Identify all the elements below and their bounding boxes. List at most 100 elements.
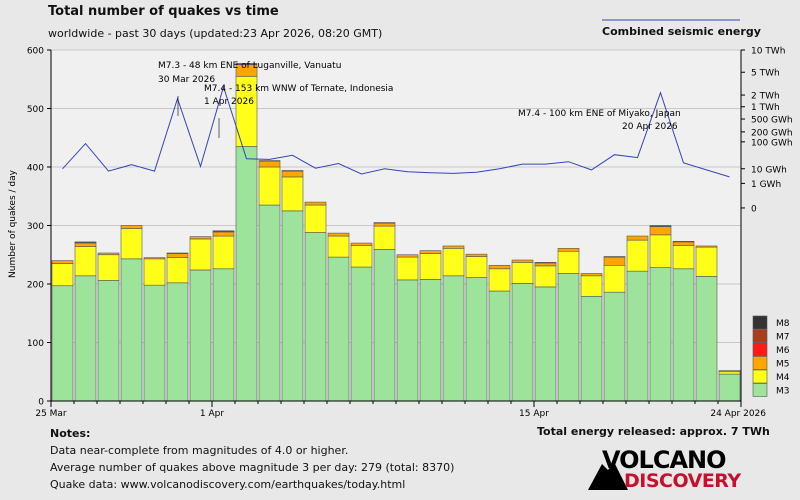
bar-m4 (603, 264, 626, 293)
bar-m7 (74, 241, 97, 243)
annotation-label: M7.4 - 100 km ENE of Miyako, Japan (518, 109, 681, 119)
bar-m6 (281, 170, 304, 172)
bar-m5 (120, 225, 143, 229)
bar-m4 (281, 176, 304, 212)
bar-m7 (212, 230, 235, 232)
bar-m4 (557, 250, 580, 274)
bar-m5 (511, 259, 534, 263)
legend-swatch-m5 (752, 356, 768, 370)
bar-m5 (166, 253, 189, 258)
bar-m4 (304, 204, 327, 233)
legend-label-m5: M5 (776, 360, 790, 370)
bar-m3 (626, 270, 649, 402)
energy-tick-label: 5 TWh (751, 69, 780, 79)
legend-swatch-m7 (752, 329, 768, 343)
annotation-date: 1 Apr 2026 (204, 97, 254, 107)
bar-m3 (212, 268, 235, 402)
bar-m4 (120, 228, 143, 260)
x-tick-label: 24 Apr 2026 (710, 409, 766, 419)
bar-m3 (143, 284, 166, 402)
bar-m5 (189, 236, 212, 240)
legend-label-m8: M8 (776, 319, 790, 329)
y-tick-label: 500 (27, 105, 44, 115)
energy-tick-label: 100 GWh (751, 138, 793, 148)
energy-tick-label: 2 TWh (751, 92, 780, 102)
legend-label-m4: M4 (776, 373, 790, 383)
chart-title: Total number of quakes vs time (48, 4, 279, 19)
energy-tick-label: 1 TWh (751, 103, 780, 113)
bar-m4 (695, 246, 718, 277)
y-tick-label: 600 (27, 47, 44, 57)
energy-legend-line (602, 19, 740, 21)
legend-swatch-m6 (752, 342, 768, 357)
bar-m4 (51, 263, 74, 287)
bar-m4 (534, 265, 557, 288)
bar-m5 (695, 245, 718, 248)
bar-m4 (74, 246, 97, 277)
bar-m5 (350, 242, 373, 246)
bar-m5 (373, 222, 396, 227)
bar-m3 (465, 277, 488, 402)
bar-m3 (649, 267, 672, 402)
bar-m7 (649, 225, 672, 227)
bar-m3 (258, 204, 281, 402)
bar-m4 (626, 239, 649, 272)
bar-m4 (396, 256, 419, 281)
logo-text-discovery: DISCOVERY (624, 470, 741, 492)
legend-label-m6: M6 (776, 346, 790, 356)
legend-label-m7: M7 (776, 333, 790, 343)
energy-tick-label: 200 GWh (751, 128, 793, 138)
bar-m5 (603, 256, 626, 266)
bar-m3 (350, 266, 373, 402)
bar-m5 (51, 260, 74, 264)
annotation-label: M7.3 - 48 km ENE of Luganville, Vanuatu (158, 61, 341, 71)
bar-m5 (212, 231, 235, 237)
bar-m5 (557, 248, 580, 252)
bar-m4 (143, 258, 166, 286)
bar-m5 (626, 235, 649, 241)
volcano-icon (588, 462, 628, 490)
x-tick-label: 15 Apr (519, 409, 549, 419)
legend-label-m3: M3 (776, 387, 790, 397)
bar-m6 (166, 252, 189, 254)
bar-m5 (534, 262, 557, 267)
bar-m3 (166, 282, 189, 402)
bar-m3 (373, 249, 396, 402)
annotation-label: M7.4 - 153 km WNW of Ternate, Indonesia (204, 84, 393, 94)
energy-tick-label: 10 TWh (751, 47, 785, 57)
bar-m4 (672, 245, 695, 270)
bar-m3 (189, 269, 212, 402)
bar-m3 (442, 275, 465, 402)
bar-m4 (166, 257, 189, 284)
bar-m6 (534, 262, 557, 264)
bar-m5 (74, 242, 97, 247)
bar-m3 (51, 285, 74, 402)
energy-tick-label: 500 GWh (751, 116, 793, 126)
bar-m4 (258, 166, 281, 206)
volcanodiscovery-logo[interactable]: VOLCANO DISCOVERY (588, 446, 741, 492)
bar-m6 (672, 240, 695, 243)
notes: Notes: Data near-complete from magnitude… (50, 425, 454, 493)
note-source-link[interactable]: Quake data: www.volcanodiscovery.com/ear… (50, 478, 406, 491)
bar-m3 (695, 276, 718, 402)
bar-m3 (281, 210, 304, 402)
bar-m7 (235, 63, 258, 65)
y-tick-label: 300 (27, 222, 44, 232)
bar-m5 (488, 264, 511, 270)
bar-m4 (419, 253, 442, 280)
bar-m5 (396, 254, 419, 258)
bar-m5 (465, 253, 488, 257)
bar-m5 (580, 273, 603, 277)
bar-m3 (235, 146, 258, 402)
bar-m3 (97, 280, 120, 402)
bar-m3 (511, 283, 534, 402)
bar-m3 (419, 279, 442, 402)
bar-m4 (488, 268, 511, 292)
notes-heading: Notes: (50, 427, 91, 440)
energy-tick-label: 0 (751, 204, 757, 214)
bar-m3 (327, 256, 350, 402)
bar-m3 (718, 373, 741, 402)
bar-m5 (97, 252, 120, 256)
bar-m3 (120, 258, 143, 402)
bar-m4 (649, 234, 672, 268)
